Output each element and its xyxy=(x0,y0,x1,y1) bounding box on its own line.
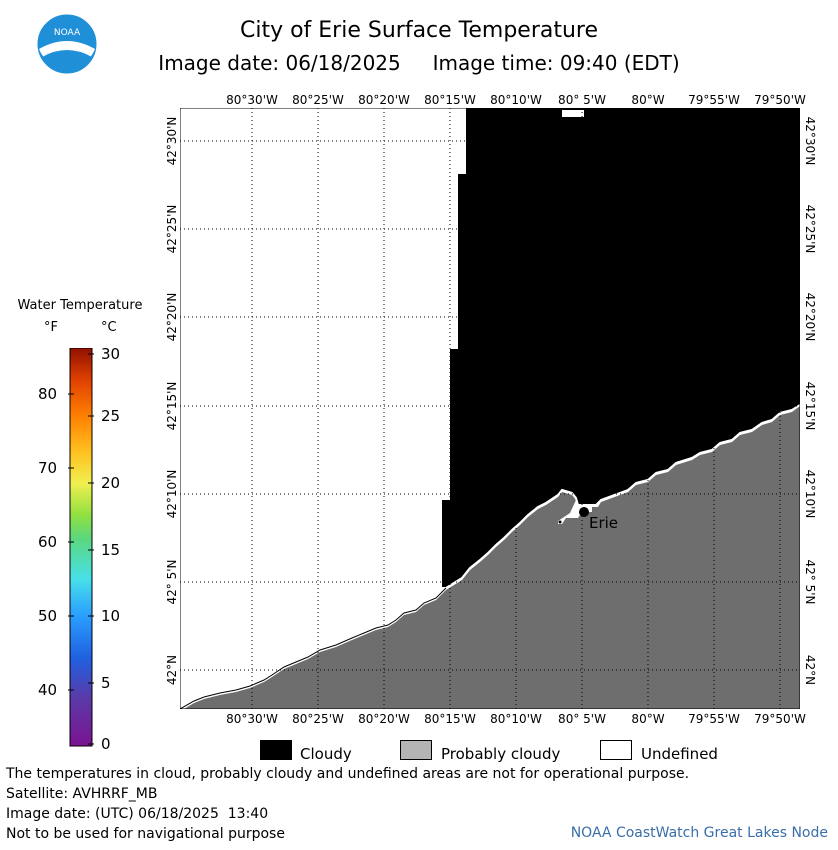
map-area: Erie xyxy=(180,108,800,709)
legend-title: Water Temperature xyxy=(17,298,143,313)
erie-marker xyxy=(579,507,589,517)
image-datetime: Image date: 06/18/2025 Image time: 09:40… xyxy=(0,51,838,75)
longitude-label-bottom: 80°30'W xyxy=(226,712,278,726)
probably-cloudy-region xyxy=(184,406,800,709)
logo-text: NOAA xyxy=(54,28,81,38)
latitude-label-right: 42°30'N xyxy=(803,116,817,166)
erie-label: Erie xyxy=(589,514,618,532)
latitude-label-right: 42°25'N xyxy=(803,204,817,254)
longitude-label-bottom: 80°W xyxy=(631,712,665,726)
longitude-label-top: 80°W xyxy=(631,93,665,107)
image-time: Image time: 09:40 (EDT) xyxy=(432,51,680,75)
longitude-label-top: 80°30'W xyxy=(226,93,278,107)
image-date: Image date: 06/18/2025 xyxy=(158,51,401,75)
latitude-label-right: 42° 5'N xyxy=(803,559,817,605)
shoreline xyxy=(180,587,447,709)
key-swatch-probably-cloudy xyxy=(400,740,432,760)
key-label-probably-cloudy: Probably cloudy xyxy=(441,745,561,763)
celsius-tick-label: 0 xyxy=(101,735,111,753)
credit-text[interactable]: NOAA CoastWatch Great Lakes Node xyxy=(570,825,828,841)
color-scale-bar xyxy=(68,348,94,747)
celsius-tick-label: 5 xyxy=(101,674,111,692)
latitude-label-left: 42°20'N xyxy=(165,292,179,342)
longitude-label-top: 80°15'W xyxy=(424,93,476,107)
longitude-label-bottom: 80° 5'W xyxy=(558,712,606,726)
longitude-label-top: 80°25'W xyxy=(292,93,344,107)
longitude-label-top: 80°10'W xyxy=(490,93,542,107)
latitude-label-right: 42°20'N xyxy=(803,292,817,342)
longitude-label-bottom: 80°20'W xyxy=(358,712,410,726)
celsius-tick-label: 20 xyxy=(101,474,121,492)
undefined-gap xyxy=(562,110,584,117)
longitude-label-top: 79°50'W xyxy=(754,93,806,107)
longitude-label-bottom: 79°55'W xyxy=(688,712,740,726)
fahrenheit-tick-label: 60 xyxy=(38,533,58,551)
celsius-tick-label: 25 xyxy=(101,407,121,425)
key-swatch-cloudy xyxy=(260,740,292,760)
latitude-label-left: 42°25'N xyxy=(165,204,179,254)
latitude-label-right: 42°10'N xyxy=(803,469,817,519)
satellite-text: Satellite: AVHRRF_MB xyxy=(6,786,158,802)
celsius-tick-label: 15 xyxy=(101,541,121,559)
longitude-label-bottom: 80°15'W xyxy=(424,712,476,726)
noaa-logo: NOAA xyxy=(36,13,98,75)
longitude-label-top: 80°20'W xyxy=(358,93,410,107)
longitude-label-bottom: 80°25'W xyxy=(292,712,344,726)
fahrenheit-tick-label: 50 xyxy=(38,607,58,625)
latitude-label-right: 42°15'N xyxy=(803,381,817,431)
fahrenheit-tick-label: 70 xyxy=(38,459,58,477)
fahrenheit-tick-label: 80 xyxy=(38,385,58,403)
fahrenheit-tick-label: 40 xyxy=(38,681,58,699)
celsius-tick-label: 10 xyxy=(101,607,121,625)
latitude-label-right: 42°N xyxy=(803,654,817,686)
utc-date-text: Image date: (UTC) 06/18/2025 13:40 xyxy=(6,806,269,822)
disclaimer-text: The temperatures in cloud, probably clou… xyxy=(6,766,690,782)
cloudy-region xyxy=(442,108,800,587)
latitude-label-left: 42° 5'N xyxy=(165,559,179,605)
key-label-undefined: Undefined xyxy=(641,745,718,763)
celsius-tick-label: 30 xyxy=(101,345,121,363)
longitude-label-top: 79°55'W xyxy=(688,93,740,107)
longitude-label-bottom: 80°10'W xyxy=(490,712,542,726)
latitude-label-left: 42°30'N xyxy=(165,116,179,166)
nav-warning-text: Not to be used for navigational purpose xyxy=(6,826,285,842)
key-swatch-undefined xyxy=(600,740,632,760)
small-marker xyxy=(558,520,562,524)
unit-celsius: °C xyxy=(101,320,117,335)
latitude-label-left: 42°15'N xyxy=(165,381,179,431)
latitude-label-left: 42°10'N xyxy=(165,469,179,519)
graticule xyxy=(180,108,800,709)
longitude-label-top: 80° 5'W xyxy=(558,93,606,107)
key-label-cloudy: Cloudy xyxy=(300,745,352,763)
latitude-label-left: 42°N xyxy=(165,654,179,686)
unit-fahrenheit: °F xyxy=(44,320,58,335)
longitude-label-bottom: 79°50'W xyxy=(754,712,806,726)
map-title: City of Erie Surface Temperature xyxy=(239,18,599,43)
